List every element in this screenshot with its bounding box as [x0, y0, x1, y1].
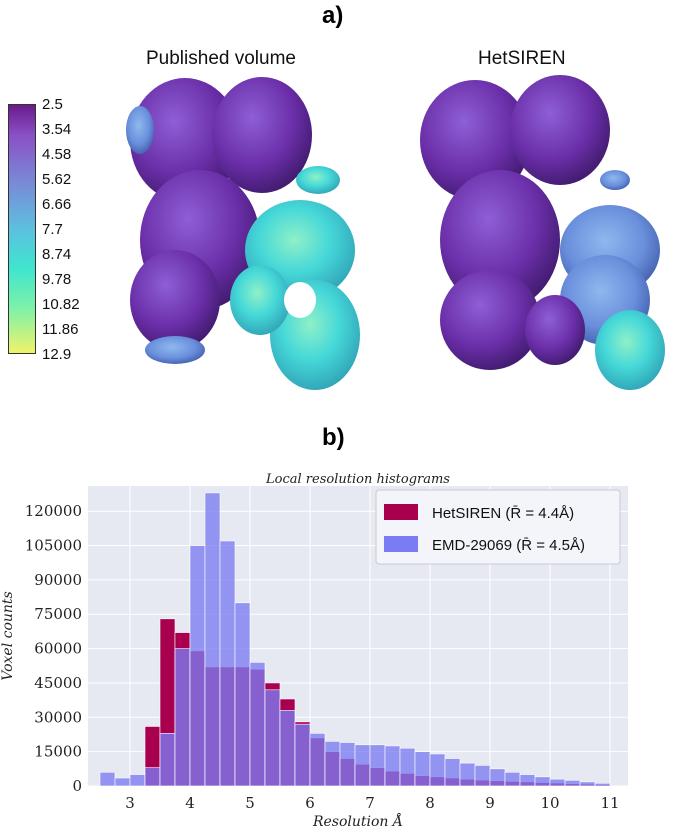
bar-emd-29069: [234, 602, 251, 787]
y-tick-label: 30000: [34, 708, 82, 726]
bar-emd-29069: [354, 744, 371, 787]
legend-box: [375, 489, 621, 565]
bar-emd-29069: [159, 733, 176, 787]
colorbar-tick-label: 11.86: [42, 321, 79, 338]
volume-renderings: [126, 75, 665, 390]
colorbar-tick-label: 7.7: [42, 221, 63, 238]
bar-emd-29069: [339, 742, 356, 787]
published-volume-title: Published volume: [146, 48, 296, 69]
colorbar-tick-label: 10.82: [42, 296, 80, 313]
bar-emd-29069: [429, 753, 446, 787]
bar-emd-29069: [534, 776, 551, 787]
x-tick-label: 4: [185, 794, 195, 812]
y-tick-label: 45000: [34, 674, 82, 692]
bar-emd-29069: [384, 745, 401, 787]
colorbar-tick-label: 9.78: [42, 271, 72, 288]
y-axis-label: Voxel counts: [0, 591, 16, 680]
legend-label-hetsiren: HetSIREN (R̄ = 4.4Å): [432, 505, 574, 522]
bar-emd-29069: [114, 777, 131, 787]
y-tick-label: 60000: [34, 640, 82, 658]
x-tick-label: 10: [540, 794, 559, 812]
bar-emd-29069: [519, 774, 536, 787]
colorbar-tick-label: 5.62: [42, 171, 72, 188]
bar-emd-29069: [99, 771, 116, 787]
published-volume-render: [126, 77, 360, 390]
bar-emd-29069: [414, 751, 431, 787]
hetsiren-volume-render: [420, 75, 665, 390]
bar-emd-29069: [144, 767, 161, 787]
bar-emd-29069: [444, 758, 461, 787]
bar-emd-29069: [204, 492, 221, 787]
colorbar-tick-label: 12.9: [42, 346, 72, 363]
bar-emd-29069: [564, 779, 581, 787]
y-tick-label: 15000: [34, 743, 82, 761]
x-tick-label: 5: [245, 794, 255, 812]
bar-emd-29069: [369, 744, 386, 787]
colorbar-tick-label: 3.54: [42, 121, 72, 138]
bar-emd-29069: [459, 762, 476, 787]
legend-swatch-emd: [384, 536, 418, 552]
bar-emd-29069: [579, 781, 596, 787]
x-tick-label: 9: [485, 794, 495, 812]
colorbar-tick-label: 6.66: [42, 196, 72, 213]
bar-emd-29069: [189, 545, 206, 787]
bar-emd-29069: [474, 765, 491, 787]
bar-emd-29069: [309, 733, 326, 787]
x-tick-label: 11: [600, 794, 619, 812]
local-resolution-colorbar: [8, 104, 36, 354]
resolution-histogram-chart: Local resolution histograms 3 4 5 6 7 8 9 10 11 …: [0, 472, 628, 830]
bar-emd-29069: [219, 540, 236, 787]
legend-label-emd: EMD-29069 (R̄ = 4.5Å): [432, 537, 585, 554]
histogram-bars: [99, 492, 611, 787]
x-tick-label: 8: [425, 794, 435, 812]
colorbar-tick-label: 2.5: [42, 96, 63, 113]
y-tick-label: 75000: [34, 605, 82, 623]
bar-emd-29069: [324, 741, 341, 787]
panel-a-label: a): [322, 2, 344, 29]
bar-emd-29069: [399, 747, 416, 787]
bar-emd-29069: [549, 778, 566, 787]
bar-emd-29069: [594, 782, 611, 787]
y-axis-ticks: 0 15000 30000 45000 60000 75000 90000 105000 120…: [25, 502, 82, 795]
x-axis-ticks: 3 4 5 6 7 8 9 10 11: [125, 794, 619, 812]
bar-emd-29069: [504, 771, 521, 787]
colorbar-tick-label: 8.74: [42, 246, 72, 263]
y-tick-label: 90000: [34, 571, 82, 589]
chart-title: Local resolution histograms: [265, 472, 450, 487]
bar-emd-29069: [129, 774, 146, 787]
panel-b-label: b): [322, 424, 345, 451]
y-tick-label: 120000: [25, 502, 82, 520]
legend-swatch-hetsiren: [384, 504, 418, 520]
x-tick-label: 7: [365, 794, 375, 812]
x-axis-label: Resolution Å: [312, 812, 403, 830]
x-tick-label: 3: [125, 794, 135, 812]
bar-emd-29069: [264, 689, 281, 787]
bar-emd-29069: [174, 648, 191, 787]
y-tick-label: 0: [72, 777, 82, 795]
y-tick-label: 105000: [25, 537, 82, 555]
colorbar-tick-label: 4.58: [42, 146, 72, 163]
x-tick-label: 6: [305, 794, 315, 812]
bar-emd-29069: [489, 768, 506, 787]
legend: HetSIREN (R̄ = 4.4Å) EMD-29069 (R̄ = 4.5…: [375, 489, 621, 565]
hetsiren-volume-title: HetSIREN: [478, 48, 566, 69]
bar-emd-29069: [279, 710, 296, 787]
bar-emd-29069: [249, 662, 266, 787]
bar-emd-29069: [294, 723, 311, 787]
